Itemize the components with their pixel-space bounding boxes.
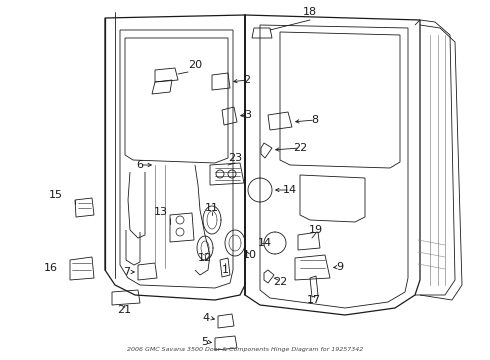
Text: 9: 9 (337, 262, 343, 272)
Text: 1: 1 (221, 265, 228, 275)
Text: 23: 23 (228, 153, 242, 163)
Text: 16: 16 (44, 263, 58, 273)
Text: 15: 15 (49, 190, 63, 200)
Text: 17: 17 (307, 295, 321, 305)
Text: 19: 19 (309, 225, 323, 235)
Text: 7: 7 (123, 267, 130, 277)
Text: 14: 14 (283, 185, 297, 195)
Text: 21: 21 (117, 305, 131, 315)
Text: 13: 13 (154, 207, 168, 217)
Text: 6: 6 (137, 160, 144, 170)
Text: 8: 8 (312, 115, 318, 125)
Text: 2006 GMC Savana 3500 Door & Components Hinge Diagram for 19257342: 2006 GMC Savana 3500 Door & Components H… (127, 347, 363, 352)
Text: 2: 2 (244, 75, 250, 85)
Text: 12: 12 (198, 253, 212, 263)
Text: 11: 11 (205, 203, 219, 213)
Text: 4: 4 (203, 313, 210, 323)
Text: 20: 20 (188, 60, 202, 70)
Text: 10: 10 (243, 250, 257, 260)
Text: 3: 3 (245, 110, 251, 120)
Text: 22: 22 (293, 143, 307, 153)
Text: 22: 22 (273, 277, 287, 287)
Text: 5: 5 (201, 337, 208, 347)
Text: 14: 14 (258, 238, 272, 248)
Text: 18: 18 (303, 7, 317, 17)
